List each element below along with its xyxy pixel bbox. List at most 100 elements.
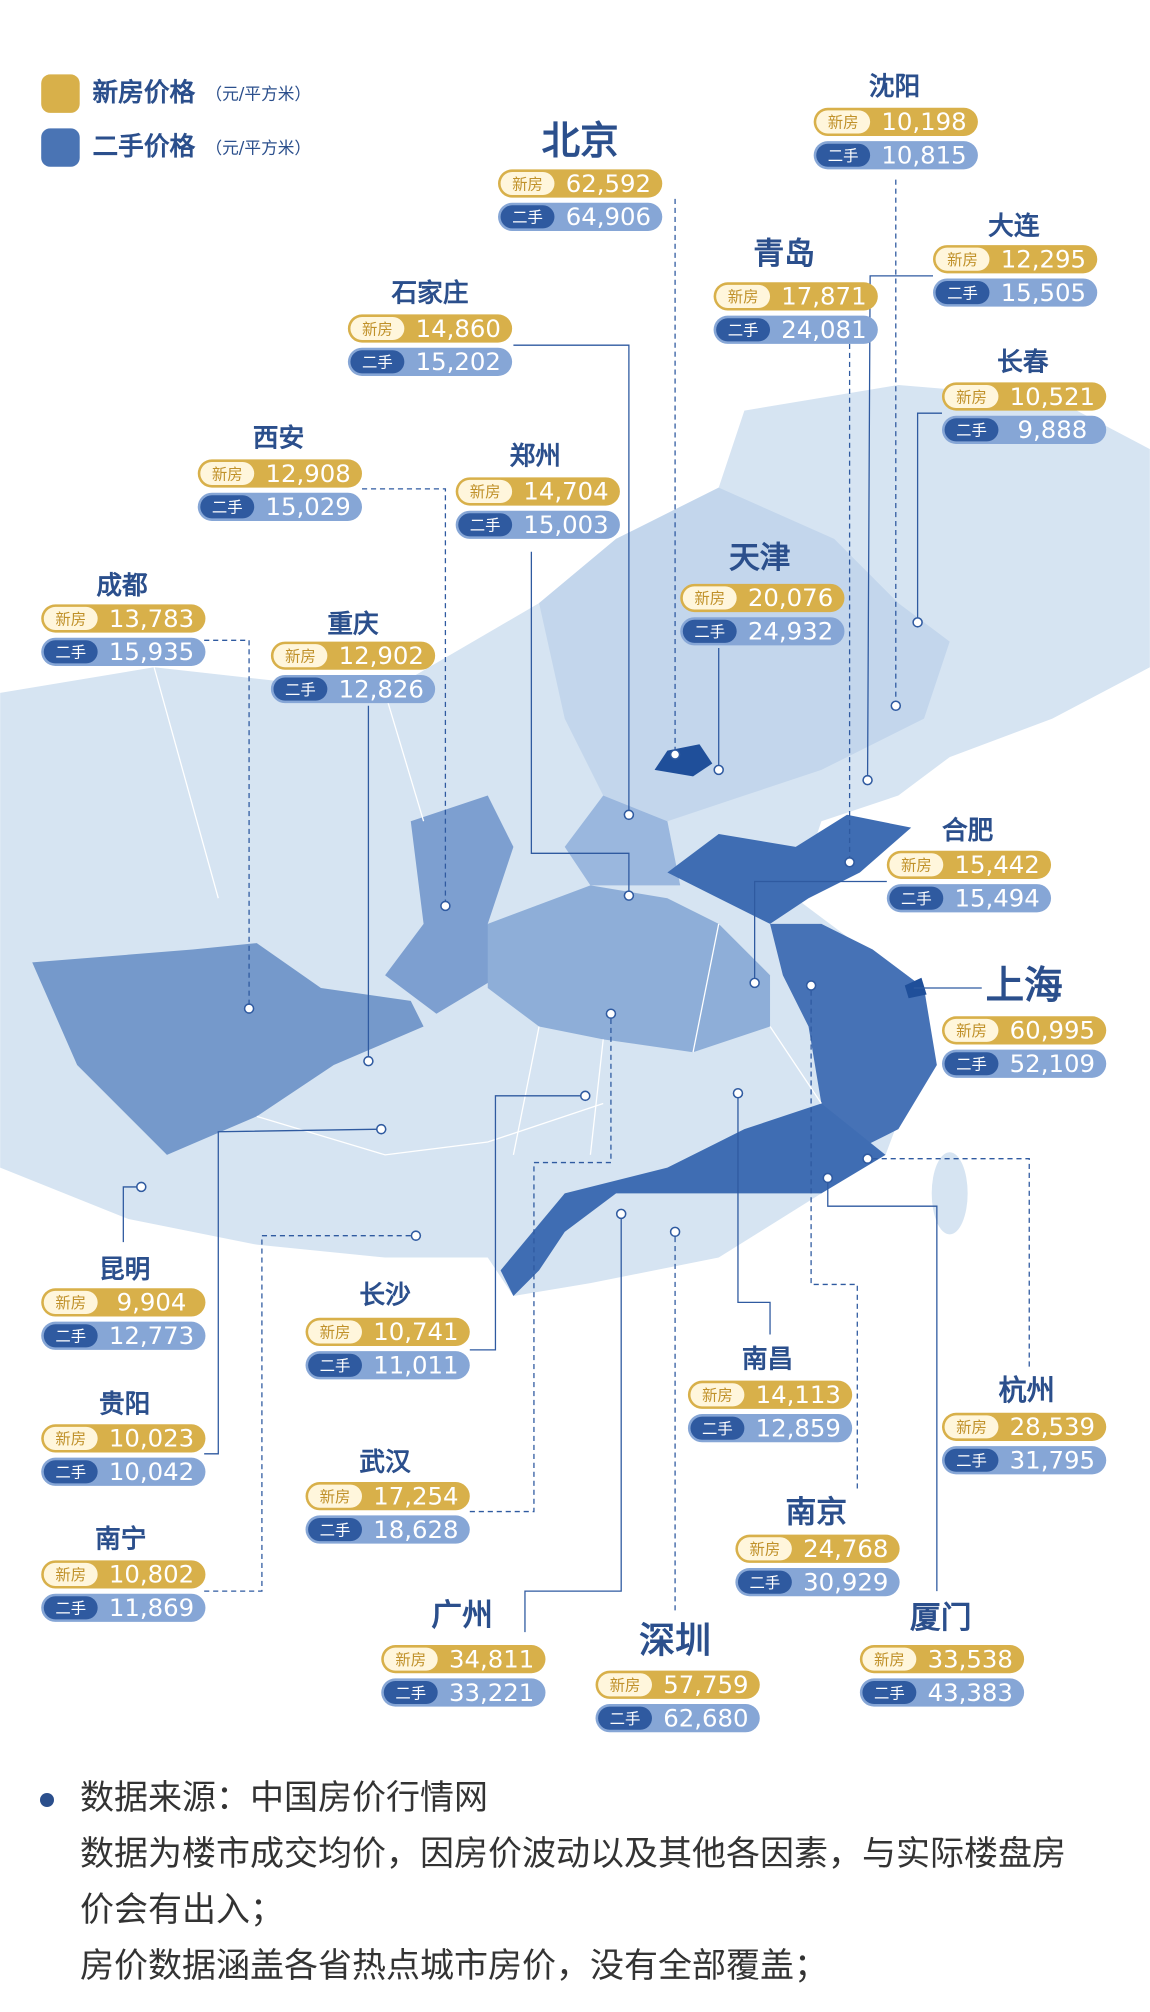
price: 10,042 bbox=[109, 1457, 194, 1486]
badge-label: 新房 bbox=[728, 288, 759, 306]
region bbox=[500, 1103, 886, 1296]
badge-chip bbox=[889, 853, 944, 877]
badge-label: 二手 bbox=[285, 681, 316, 699]
badge-chip bbox=[935, 247, 990, 271]
badge-label: 新房 bbox=[320, 1324, 351, 1342]
notes: 数据来源：中国房价行情网 数据为楼市成交均价，因房价波动以及其他各因素，与实际楼… bbox=[80, 1770, 1080, 1994]
badge-label: 二手 bbox=[55, 1464, 86, 1482]
price: 60,995 bbox=[1010, 1016, 1095, 1045]
badge-chip bbox=[737, 1570, 792, 1594]
badge-label: 二手 bbox=[901, 890, 932, 908]
city-name: 武汉 bbox=[359, 1447, 411, 1477]
price: 9,904 bbox=[117, 1288, 187, 1317]
price: 62,592 bbox=[566, 169, 651, 198]
city-name: 上海 bbox=[986, 964, 1063, 1009]
city-name: 长春 bbox=[997, 348, 1049, 378]
price: 24,768 bbox=[803, 1534, 888, 1563]
price: 57,759 bbox=[663, 1670, 748, 1699]
leader-line bbox=[469, 1013, 612, 1513]
leader-line bbox=[361, 488, 447, 906]
city-name: 合肥 bbox=[942, 815, 994, 846]
city-name: 长沙 bbox=[359, 1280, 411, 1310]
badge-label: 新房 bbox=[285, 647, 316, 665]
city-name: 沈阳 bbox=[869, 72, 920, 102]
badge-chip bbox=[682, 586, 737, 610]
city-name: 大连 bbox=[988, 212, 1040, 242]
price: 15,202 bbox=[416, 347, 501, 376]
badge-label: 二手 bbox=[212, 499, 243, 517]
badge-chip bbox=[383, 1680, 438, 1705]
city-dot bbox=[713, 764, 724, 776]
price: 15,442 bbox=[955, 850, 1040, 879]
badge-chip bbox=[816, 143, 871, 167]
badge-chip bbox=[43, 1426, 98, 1450]
leader-line bbox=[524, 1213, 622, 1633]
badge-label: 新房 bbox=[702, 1387, 733, 1405]
badge-chip bbox=[43, 640, 98, 664]
badge-chip bbox=[737, 1537, 792, 1561]
border bbox=[153, 667, 822, 1156]
price: 12,826 bbox=[339, 674, 424, 703]
badge-chip bbox=[682, 619, 737, 643]
price: 11,011 bbox=[373, 1351, 458, 1380]
leader-line bbox=[810, 985, 858, 1489]
leader-line bbox=[827, 1177, 938, 1592]
price: 15,029 bbox=[265, 492, 350, 521]
city-dot bbox=[623, 890, 635, 901]
city-dot bbox=[363, 1055, 374, 1067]
badge-label: 新房 bbox=[828, 114, 859, 132]
badge-label: 二手 bbox=[55, 644, 86, 662]
price: 34,811 bbox=[449, 1644, 534, 1673]
city-name: 西安 bbox=[253, 423, 304, 453]
badge-label: 新房 bbox=[55, 1430, 86, 1448]
price: 10,198 bbox=[881, 107, 966, 136]
leader-line bbox=[122, 1186, 142, 1243]
city-dot bbox=[440, 900, 451, 912]
badge-chip bbox=[350, 350, 405, 374]
badge-label: 二手 bbox=[55, 1328, 86, 1346]
badge-chip bbox=[458, 513, 513, 537]
leader-line bbox=[866, 275, 934, 781]
price: 20,076 bbox=[748, 583, 833, 612]
badge-label: 二手 bbox=[320, 1521, 351, 1539]
badge-chip bbox=[862, 1647, 917, 1671]
badge-chip bbox=[308, 1517, 362, 1542]
badge-label: 二手 bbox=[874, 1684, 905, 1702]
badge-chip bbox=[889, 886, 944, 910]
badge-chip bbox=[944, 384, 999, 409]
badge-chip bbox=[500, 205, 555, 229]
price: 10,802 bbox=[109, 1560, 194, 1589]
badge-label: 二手 bbox=[320, 1357, 351, 1375]
city-dot bbox=[605, 1008, 617, 1019]
city-dot bbox=[805, 980, 817, 991]
region bbox=[931, 1152, 968, 1235]
badge-label: 二手 bbox=[610, 1710, 641, 1728]
badge-chip bbox=[458, 479, 513, 503]
price: 15,494 bbox=[955, 883, 1040, 912]
price: 43,383 bbox=[928, 1678, 1013, 1707]
leader-line bbox=[916, 412, 942, 623]
badge-label: 二手 bbox=[702, 1420, 733, 1438]
badge-chip bbox=[944, 1018, 999, 1042]
badge-label: 二手 bbox=[956, 422, 987, 440]
badge-chip bbox=[598, 1706, 652, 1730]
badge-label: 二手 bbox=[956, 1056, 987, 1074]
price: 10,521 bbox=[1010, 382, 1095, 411]
badge-label: 二手 bbox=[728, 322, 759, 340]
leader-line bbox=[204, 1235, 416, 1592]
badge-label: 新房 bbox=[470, 483, 501, 501]
city-name: 成都 bbox=[96, 571, 148, 601]
legend: 新房价格 （元/平方米） 二手价格 （元/平方米） bbox=[41, 74, 311, 167]
leader-line bbox=[513, 344, 630, 815]
